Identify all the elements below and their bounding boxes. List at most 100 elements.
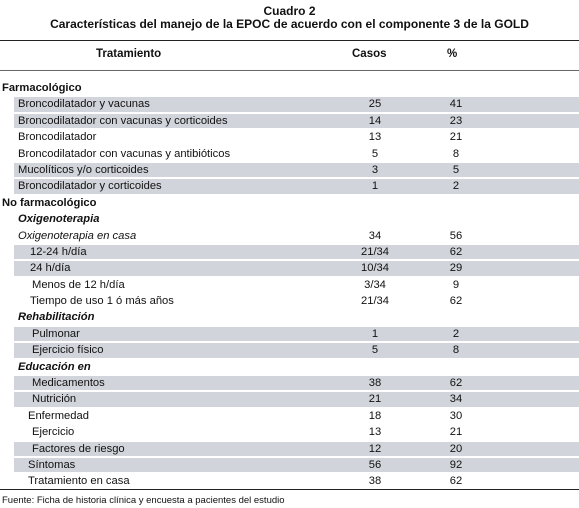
table-row: Medicamentos 38 62	[0, 375, 579, 391]
table-body: Farmacológico Broncodilatador y vacunas 25…	[0, 80, 579, 490]
row-label: Tiempo de uso 1 ó más años	[30, 295, 174, 308]
header-rule	[0, 70, 579, 71]
casos-cell: 34	[368, 229, 382, 242]
row-label: Ejercicio	[32, 426, 75, 439]
casos-cell: 18	[368, 409, 382, 422]
row-label: Medicamentos	[32, 377, 105, 390]
row-label: Rehabilitación	[18, 311, 95, 324]
percent-cell: 56	[449, 229, 463, 242]
table-row: Factores de riesgo 12 20	[0, 441, 579, 457]
bottom-rule	[0, 489, 579, 490]
percent-cell: 62	[449, 377, 463, 390]
row-shading	[14, 97, 579, 112]
percent-cell: 62	[449, 295, 463, 308]
table-row: Tiempo de uso 1 ó más años 21/34 62	[0, 293, 579, 309]
percent-cell: 62	[449, 245, 463, 258]
row-label: Mucolíticos y/o corticoides	[18, 163, 149, 176]
row-label: Factores de riesgo	[32, 442, 125, 455]
table-row: Menos de 12 h/día 3/34 9	[0, 277, 579, 293]
table-row: Educación en	[0, 359, 579, 375]
section-row: Farmacológico	[0, 80, 579, 96]
row-shading	[14, 392, 579, 407]
header-porcentaje: %	[447, 48, 458, 60]
row-label: Ejercicio físico	[32, 344, 104, 357]
row-label: Síntomas	[28, 458, 76, 471]
percent-cell: 92	[449, 458, 463, 471]
casos-cell: 3	[371, 163, 379, 176]
table-row: Ejercicio físico 5 8	[0, 342, 579, 358]
row-label: Pulmonar	[32, 327, 80, 340]
table-row: 12-24 h/día 21/34 62	[0, 244, 579, 260]
casos-cell: 12	[368, 442, 382, 455]
row-label: Farmacológico	[2, 82, 82, 94]
row-label: Broncodilatador con vacunas y corticoide…	[18, 114, 228, 127]
casos-cell: 10/34	[361, 262, 389, 275]
casos-cell: 13	[368, 131, 382, 144]
table-title: Características del manejo de la EPOC de…	[50, 17, 529, 31]
percent-cell: 29	[449, 262, 463, 275]
table-row: Enfermedad 18 30	[0, 408, 579, 424]
percent-cell: 2	[452, 180, 460, 193]
row-label: 24 h/día	[30, 262, 71, 275]
table-row: Broncodilatador con vacunas y corticoide…	[0, 113, 579, 129]
row-shading	[14, 244, 579, 260]
casos-cell: 1	[371, 180, 379, 193]
row-label: Broncodilatador y vacunas	[18, 98, 150, 111]
percent-cell: 8	[452, 344, 460, 357]
row-shading	[14, 441, 579, 456]
percent-cell: 20	[449, 442, 463, 455]
percent-cell: 62	[449, 475, 463, 488]
row-shading	[14, 343, 579, 358]
table-row: Nutrición 21 34	[0, 391, 579, 407]
percent-cell: 30	[449, 409, 463, 422]
row-label: Educación en	[18, 360, 91, 373]
table-row: Ejercicio 13 21	[0, 424, 579, 440]
row-label: Oxigenoterapia	[18, 213, 100, 226]
row-shading	[14, 162, 579, 178]
casos-cell: 56	[368, 458, 382, 471]
table-row: Pulmonar 1 2	[0, 326, 579, 342]
row-label: Broncodilatador	[18, 131, 97, 144]
casos-cell: 21/34	[361, 295, 389, 308]
table-row: Tratamiento en casa 38 62	[0, 473, 579, 489]
percent-cell: 21	[449, 131, 463, 144]
casos-cell: 5	[371, 344, 379, 357]
casos-cell: 21	[368, 393, 382, 406]
casos-cell: 5	[371, 147, 379, 160]
percent-cell: 34	[449, 393, 463, 406]
casos-cell: 38	[368, 377, 382, 390]
row-label: Broncodilatador y corticoides	[18, 180, 162, 193]
top-rule	[0, 40, 579, 41]
percent-cell: 8	[452, 147, 460, 160]
table-row: Broncodilatador 13 21	[0, 129, 579, 145]
row-label: Enfermedad	[28, 409, 89, 422]
casos-cell: 14	[368, 114, 382, 127]
table-row: Rehabilitación	[0, 309, 579, 325]
row-label: Broncodilatador con vacunas y antibiótic…	[18, 147, 231, 160]
row-shading	[14, 326, 579, 342]
row-label: Nutrición	[32, 393, 77, 406]
row-shading	[14, 376, 579, 391]
row-label: Oxigenoterapia en casa	[18, 229, 137, 242]
percent-cell: 21	[449, 426, 463, 439]
table-row: Oxigenoterapia en casa 34 56	[0, 228, 579, 244]
table-row: Broncodilatador y vacunas 25 41	[0, 96, 579, 112]
section-row: No farmacológico	[0, 195, 579, 211]
table-row: 24 h/día 10/34 29	[0, 260, 579, 276]
table-row: Síntomas 56 92	[0, 457, 579, 473]
casos-cell: 38	[368, 475, 382, 488]
casos-cell: 13	[368, 426, 382, 439]
row-label: No farmacológico	[2, 196, 97, 209]
casos-cell: 1	[371, 327, 379, 340]
table-row: Broncodilatador con vacunas y antibiótic…	[0, 146, 579, 162]
percent-cell: 41	[449, 98, 463, 111]
percent-cell: 23	[449, 114, 463, 127]
row-shading	[14, 457, 579, 473]
row-shading	[14, 179, 579, 194]
table-row: Oxigenoterapia	[0, 211, 579, 227]
table-footnote: Fuente: Ficha de historia clínica y encu…	[2, 495, 285, 506]
row-shading	[14, 113, 579, 129]
table-row: Broncodilatador y corticoides 1 2	[0, 178, 579, 194]
casos-cell: 25	[368, 98, 382, 111]
percent-cell: 5	[452, 163, 460, 176]
